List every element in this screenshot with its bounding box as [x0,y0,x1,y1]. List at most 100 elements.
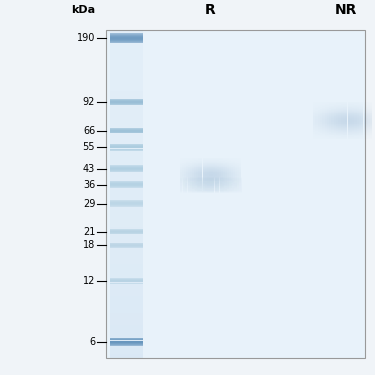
Bar [217,189,219,190]
Bar [210,191,212,192]
Bar [207,173,209,174]
Bar [233,172,235,173]
Bar [370,138,373,139]
Bar [361,134,363,135]
Bar [190,184,192,185]
Bar [336,110,338,111]
Bar [233,158,235,159]
Bar [225,185,227,186]
Bar [180,179,183,180]
Bar [343,137,345,138]
Bar [211,187,213,188]
Bar [194,190,196,191]
Bar [352,116,354,117]
Bar [198,158,200,159]
Bar [336,117,338,118]
Bar [327,119,329,120]
Bar [313,106,315,107]
Bar [345,132,347,133]
Bar [231,160,233,161]
Bar [313,123,315,124]
Text: 190: 190 [77,33,95,44]
Bar [363,129,366,130]
Bar [239,174,241,175]
Bar [196,179,198,180]
Bar [368,138,370,139]
Bar [200,190,202,191]
Bar [180,185,182,186]
Bar [110,132,143,136]
Bar [184,158,186,159]
Bar [110,288,143,292]
Bar [327,134,329,135]
Bar [373,102,375,104]
Bar [239,187,242,188]
Bar [343,105,345,106]
Bar [329,136,332,137]
Bar [227,188,229,189]
Bar [198,178,200,179]
Bar [343,116,345,117]
Bar [237,170,239,171]
Bar [352,129,354,130]
Bar [217,192,219,193]
Bar [217,188,219,189]
Bar [359,110,361,111]
Bar [373,128,375,129]
Bar [315,108,318,109]
Bar [217,183,219,184]
Bar [354,120,357,121]
Bar [329,129,332,130]
Bar [207,190,210,191]
Bar [350,104,352,105]
Bar [237,189,239,190]
Bar [110,83,143,87]
Bar [345,104,347,105]
Bar [210,192,212,193]
Bar [361,107,363,108]
Bar [233,170,235,171]
Bar [182,189,184,190]
Bar [357,120,359,121]
Bar [183,191,185,192]
Bar [234,191,237,192]
Bar [110,91,143,95]
Bar [196,180,198,181]
Bar [222,188,224,189]
Bar [110,99,143,104]
Bar [225,181,227,182]
Bar [239,160,241,161]
Bar [209,172,211,173]
Bar [180,175,182,176]
Bar [222,177,224,178]
Bar [198,181,200,182]
Bar [239,185,242,186]
Bar [182,172,184,173]
Bar [186,164,188,165]
Bar [370,126,373,127]
Bar [315,107,318,108]
Bar [357,136,359,137]
Bar [350,125,352,126]
Text: 12: 12 [83,276,95,286]
Bar [221,182,223,183]
Bar [350,127,352,128]
Bar [332,112,334,114]
Bar [223,176,225,177]
Bar [180,176,182,177]
Bar [197,180,200,182]
Bar [313,133,315,134]
Bar [361,118,363,119]
Bar [205,186,207,187]
Bar [182,179,184,180]
Bar [215,158,217,159]
Bar [180,184,182,185]
Bar [209,184,211,185]
Bar [192,178,194,179]
Bar [192,172,194,173]
Bar [196,182,198,183]
Bar [354,111,357,112]
Bar [327,116,329,117]
Bar [237,158,239,159]
Bar [188,171,190,172]
